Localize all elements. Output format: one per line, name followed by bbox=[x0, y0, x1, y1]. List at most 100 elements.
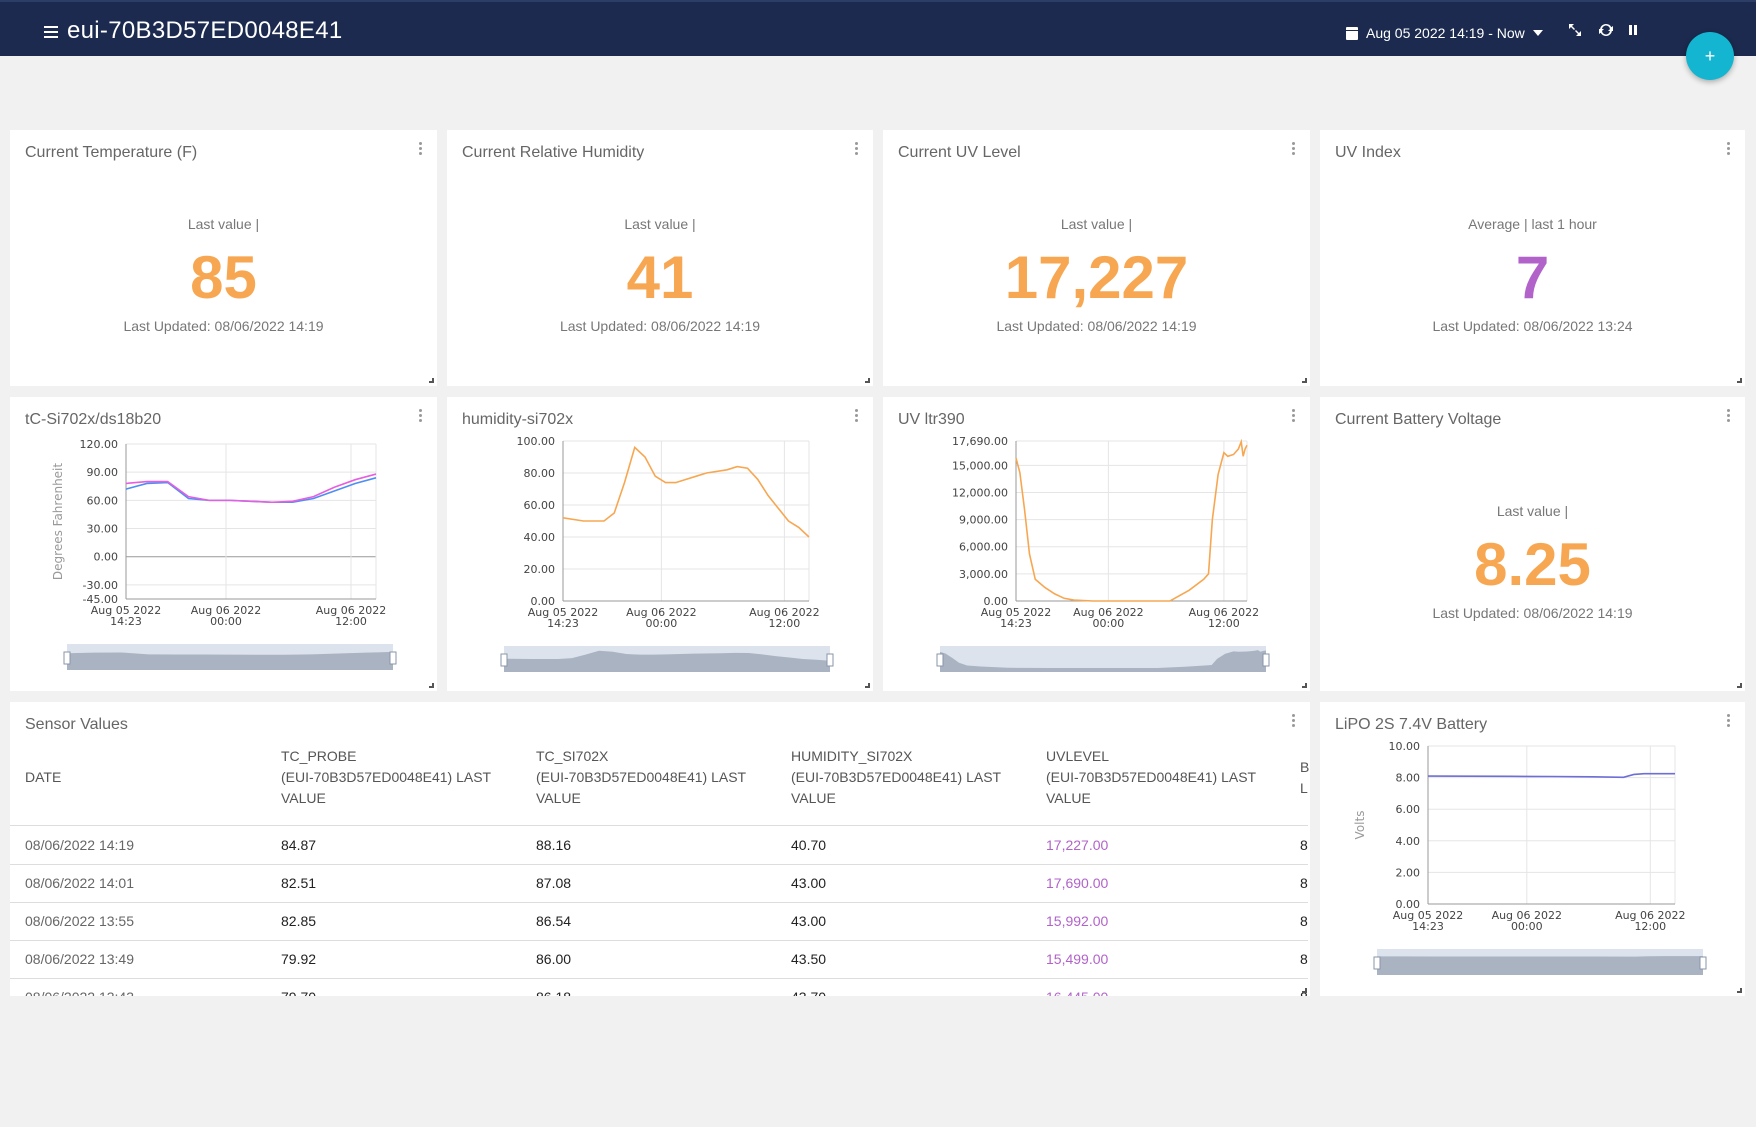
stat-value: 41 bbox=[626, 244, 694, 311]
table-row[interactable]: 08/06/2022 13:43 79.70 86.18 43.70 16,445.00… bbox=[10, 979, 1308, 996]
column-header-tc-si702x[interactable]: TC_SI702X (EUI-70B3D57ED0048E41) LAST VA… bbox=[536, 748, 747, 806]
add-widget-button[interactable]: + bbox=[1686, 32, 1734, 80]
range-handle-left bbox=[500, 653, 508, 667]
cell-uvlevel: 17,227.00 bbox=[1046, 837, 1109, 853]
lipo-battery-chart-panel: LiPO 2S 7.4V Battery 10.00 8.00 6.00 4.00 2.… bbox=[1320, 702, 1745, 996]
y-tick-label: 0.00 bbox=[94, 551, 119, 564]
expand-icon[interactable] bbox=[1566, 22, 1584, 40]
resize-handle[interactable] bbox=[865, 683, 870, 688]
more-options-icon[interactable] bbox=[1727, 142, 1731, 158]
resize-handle[interactable] bbox=[1737, 683, 1742, 688]
x-tick-label: 00:00 bbox=[1093, 617, 1125, 630]
more-options-icon[interactable] bbox=[1292, 714, 1296, 730]
resize-handle[interactable] bbox=[865, 378, 870, 383]
resize-handle[interactable] bbox=[429, 378, 434, 383]
more-options-icon[interactable] bbox=[855, 142, 859, 158]
panel-title: UV Index bbox=[1335, 144, 1401, 161]
stat-subtitle: Last value | bbox=[187, 216, 260, 232]
cell-tc-si702x: 87.08 bbox=[536, 875, 572, 891]
resize-handle[interactable] bbox=[1302, 378, 1307, 383]
y-tick-label: 6,000.00 bbox=[959, 541, 1008, 554]
y-tick-label: 60.00 bbox=[87, 494, 119, 507]
battery-voltage-panel: Current Battery Voltage Last value | 8.2… bbox=[1320, 397, 1745, 691]
stat-value: 8.25 bbox=[1474, 531, 1591, 598]
x-tick-label: 00:00 bbox=[210, 615, 242, 628]
x-tick-label: Aug 06 2022 bbox=[749, 606, 819, 619]
column-header-date[interactable]: DATE bbox=[25, 769, 62, 785]
resize-handle[interactable] bbox=[429, 683, 434, 688]
cell-tc-probe: 79.70 bbox=[281, 989, 316, 996]
resize-handle[interactable] bbox=[1302, 988, 1307, 993]
x-tick-label: Aug 06 2022 bbox=[1492, 909, 1562, 922]
cell-tc-si702x: 88.16 bbox=[536, 837, 572, 853]
resize-handle[interactable] bbox=[1302, 683, 1307, 688]
time-range-label: Aug 05 2022 14:19 - Now bbox=[1366, 25, 1525, 41]
cell-date: 08/06/2022 13:55 bbox=[25, 913, 134, 929]
panel-title: Current Temperature (F) bbox=[25, 144, 198, 161]
last-updated: Last Updated: 08/06/2022 14:19 bbox=[123, 318, 324, 334]
y-tick-label: -30.00 bbox=[83, 579, 118, 592]
sensor-values-panel: Sensor Values DATE TC_PROBE (EUI-70B3D57… bbox=[10, 702, 1310, 996]
stat-subtitle: Last value | bbox=[1060, 216, 1133, 232]
table-row[interactable]: 08/06/2022 13:49 79.92 86.00 43.50 15,499.00… bbox=[10, 941, 1308, 979]
y-tick-label: 0.00 bbox=[984, 595, 1009, 608]
x-tick-label: 14:23 bbox=[1000, 617, 1032, 630]
last-updated: Last Updated: 08/06/2022 14:19 bbox=[559, 318, 761, 334]
humidity-chart-panel: humidity-si702x 100.00 80.00 60.00 40.00 20.… bbox=[447, 397, 873, 691]
more-options-icon[interactable] bbox=[419, 142, 423, 158]
more-options-icon[interactable] bbox=[855, 409, 859, 425]
more-options-icon[interactable] bbox=[1292, 409, 1296, 425]
time-range-picker[interactable]: Aug 05 2022 14:19 - Now bbox=[1346, 23, 1543, 43]
y-tick-label: 100.00 bbox=[517, 435, 556, 448]
column-header-tc-probe[interactable]: TC_PROBE (EUI-70B3D57ED0048E41) LAST VAL… bbox=[281, 748, 492, 806]
y-axis-label: Degrees Fahrenheit bbox=[51, 463, 65, 580]
cell-humidity: 40.70 bbox=[791, 837, 827, 853]
hamburger-menu-icon[interactable] bbox=[44, 26, 58, 38]
y-tick-label: 60.00 bbox=[524, 499, 556, 512]
cell-date: 08/06/2022 14:01 bbox=[25, 875, 134, 891]
column-header-humidity-si702x[interactable]: HUMIDITY_SI702X (EUI-70B3D57ED0048E41) L… bbox=[791, 748, 1002, 806]
y-tick-label: 6.00 bbox=[1396, 803, 1421, 816]
series-line bbox=[1427, 772, 1675, 779]
cell-battery: 8 bbox=[1300, 913, 1308, 929]
x-tick-label: Aug 06 2022 bbox=[316, 604, 386, 617]
x-tick-label: 12:00 bbox=[1208, 617, 1240, 630]
refresh-icon[interactable] bbox=[1597, 22, 1615, 40]
x-tick-label: 00:00 bbox=[1511, 920, 1543, 933]
cell-battery: 8 bbox=[1300, 837, 1308, 853]
y-tick-label: 0.00 bbox=[531, 595, 556, 608]
y-tick-label: 12,000.00 bbox=[952, 486, 1008, 499]
range-handle-left bbox=[1373, 956, 1381, 970]
more-options-icon[interactable] bbox=[1727, 409, 1731, 425]
table-row[interactable]: 08/06/2022 13:55 82.85 86.54 43.00 15,992.00… bbox=[10, 903, 1308, 941]
humidity-panel: Current Relative Humidity Last value | 4… bbox=[447, 130, 873, 386]
uv-line-chart: 17,690.00 15,000.00 12,000.00 9,000.00 6,000… bbox=[936, 435, 1270, 672]
y-axis-label: Volts bbox=[1353, 811, 1367, 840]
uv-level-panel: Current UV Level Last value | 17,227 Las… bbox=[883, 130, 1310, 386]
more-options-icon[interactable] bbox=[419, 409, 423, 425]
table-row[interactable]: 08/06/2022 14:19 84.87 88.16 40.70 17,227.00… bbox=[10, 827, 1308, 865]
table-row[interactable]: 08/06/2022 14:01 82.51 87.08 43.00 17,690.00… bbox=[10, 865, 1308, 903]
column-header-uvlevel[interactable]: UVLEVEL (EUI-70B3D57ED0048E41) LAST VALU… bbox=[1046, 748, 1257, 806]
cell-date: 08/06/2022 14:19 bbox=[25, 837, 134, 853]
column-header-battery[interactable]: B L bbox=[1300, 759, 1310, 796]
resize-handle[interactable] bbox=[1737, 988, 1742, 993]
stat-subtitle: Last value | bbox=[1496, 503, 1569, 519]
stat-value: 7 bbox=[1515, 244, 1550, 311]
x-tick-label: 14:23 bbox=[110, 615, 142, 628]
cell-humidity: 43.00 bbox=[791, 875, 827, 891]
more-options-icon[interactable] bbox=[1292, 142, 1296, 158]
cell-battery: 8 bbox=[1300, 875, 1308, 891]
more-options-icon[interactable] bbox=[1727, 714, 1731, 730]
panel-title: Current Relative Humidity bbox=[462, 144, 645, 161]
stat-subtitle: Last value | bbox=[624, 216, 696, 232]
x-tick-label: Aug 05 2022 bbox=[981, 606, 1051, 619]
pause-icon[interactable] bbox=[1624, 22, 1642, 40]
table-header: DATE TC_PROBE (EUI-70B3D57ED0048E41) LAS… bbox=[10, 742, 1310, 826]
resize-handle[interactable] bbox=[1737, 378, 1742, 383]
stat-subtitle: Average | last 1 hour bbox=[1468, 216, 1597, 232]
cell-humidity: 43.70 bbox=[791, 989, 826, 996]
cell-humidity: 43.00 bbox=[791, 913, 827, 929]
cell-tc-probe: 82.85 bbox=[281, 913, 317, 929]
